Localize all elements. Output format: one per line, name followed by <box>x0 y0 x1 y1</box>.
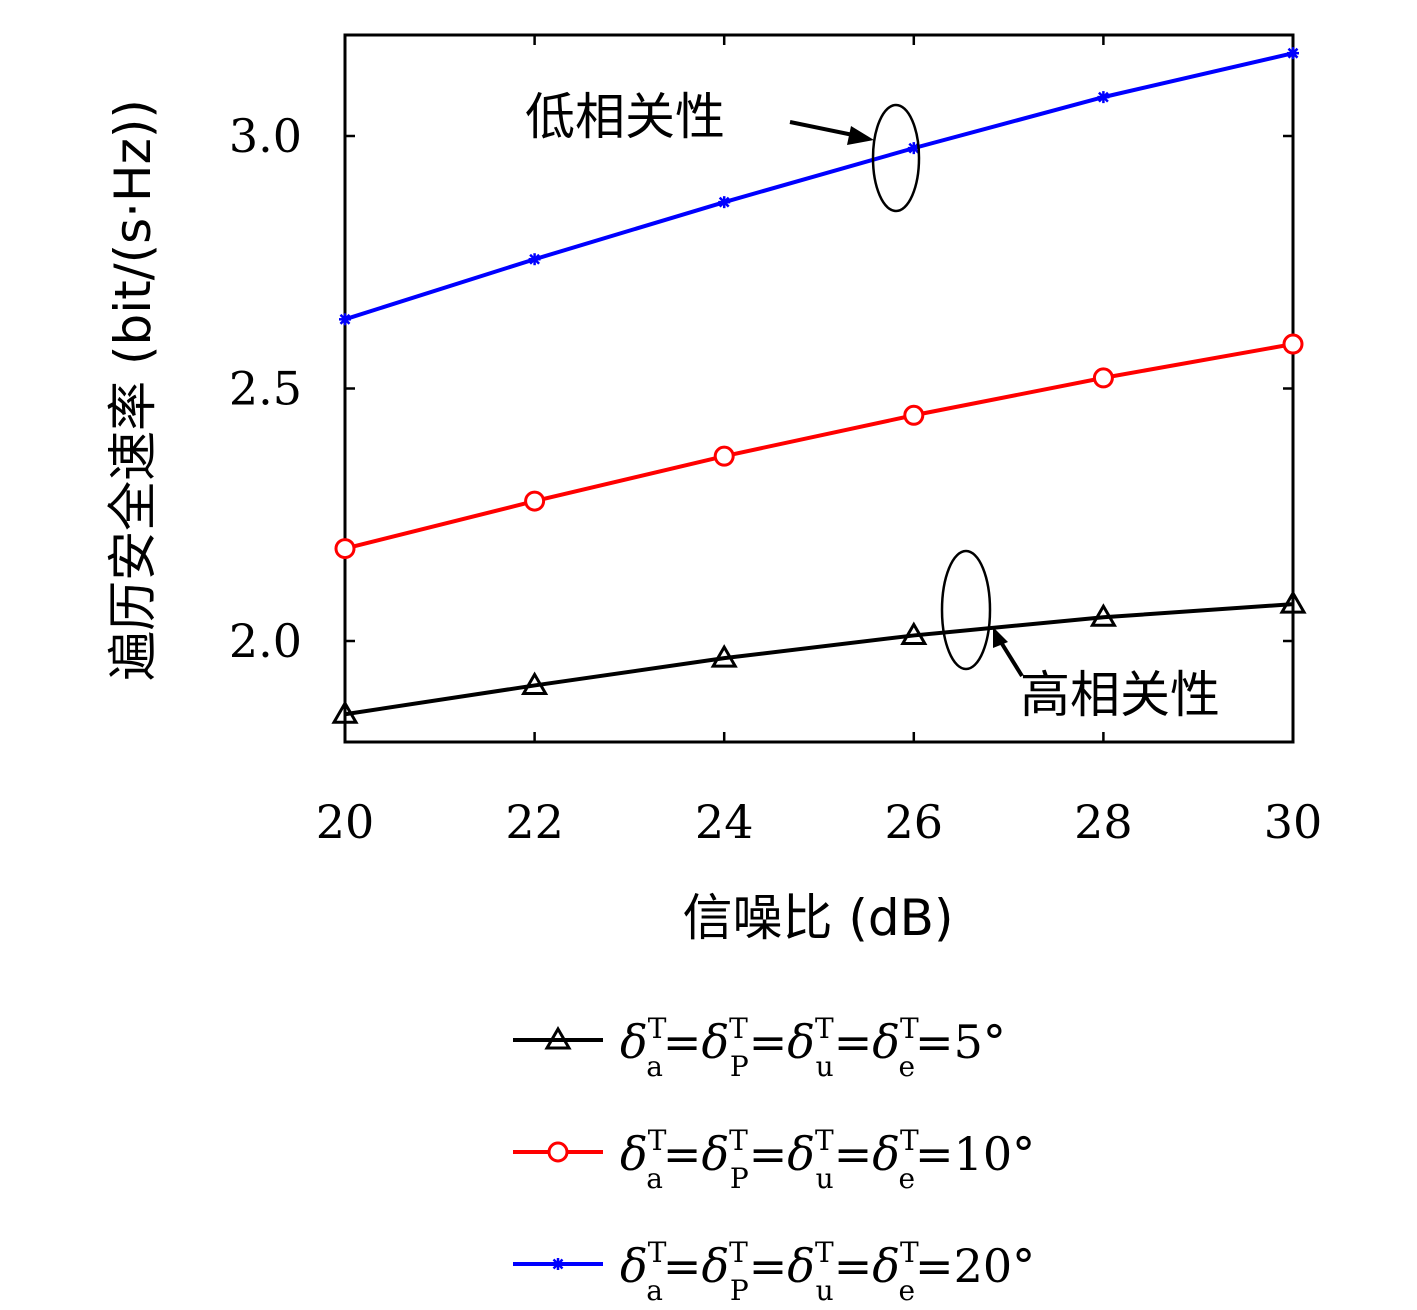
marker-asterisk <box>339 313 351 326</box>
legend-item-2: δT a=δT P=δT u=δT e=10° <box>513 1124 1035 1195</box>
marker-circle <box>713 445 735 467</box>
marker-triangle <box>544 1026 572 1050</box>
annotation-high-arrowhead <box>993 627 1008 648</box>
legend: δT a=δT P=δT u=δT e=5° δT a=δT P=δT u=δT e=10° δT a… <box>513 1012 1035 1307</box>
annotation-low-ellipse <box>871 103 921 213</box>
x-tick-label: 30 <box>1264 795 1323 849</box>
series-line <box>344 602 1294 717</box>
marker-circle <box>903 404 925 426</box>
y-tick-label: 2.0 <box>229 614 302 668</box>
marker-triangle <box>1089 603 1118 627</box>
annotation-high-ellipse <box>940 549 992 671</box>
marker-triangle <box>520 671 549 695</box>
annotation-low-label: 低相关性 <box>525 88 725 146</box>
y-axis-title: 遍历安全速率 (bit/(s·Hz)) <box>104 99 162 681</box>
marker-circle <box>1282 333 1304 355</box>
series-1 <box>331 590 1307 724</box>
y-tick-label: 3.0 <box>229 109 302 163</box>
annotation-high-correlation: 高相关性 <box>940 549 1220 724</box>
series-2 <box>334 333 1304 560</box>
marker-asterisk <box>528 253 541 266</box>
axis-ticks: 20 22 24 26 28 30 2.0 2.5 3.0 <box>229 35 1322 849</box>
asterisk-stroke <box>552 1258 564 1270</box>
x-tick-label: 28 <box>1074 795 1133 849</box>
series-line <box>344 342 1294 551</box>
asterisk-stroke <box>718 196 730 208</box>
legend-label: δT a=δT P=δT u=δT e=20° <box>620 1236 1035 1307</box>
asterisk-stroke <box>1287 47 1299 59</box>
annotation-low-arrow <box>789 120 859 138</box>
marker-triangle <box>1279 590 1307 614</box>
marker-asterisk <box>1287 47 1299 60</box>
annotation-low-arrowhead <box>847 126 874 145</box>
marker-triangle <box>710 644 738 668</box>
legend-item-1: δT a=δT P=δT u=δT e=5° <box>513 1012 1006 1083</box>
annotation-low-correlation: 低相关性 <box>525 88 921 213</box>
x-tick-label: 26 <box>885 795 944 849</box>
marker-circle <box>334 538 356 560</box>
x-tick-label: 20 <box>316 795 375 849</box>
annotation-high-label: 高相关性 <box>1020 666 1220 724</box>
series-line <box>344 51 1294 322</box>
marker-asterisk <box>718 196 731 209</box>
asterisk-stroke <box>529 253 540 265</box>
marker-asterisk <box>552 1258 564 1270</box>
legend-label: δT a=δT P=δT u=δT e=5° <box>620 1012 1006 1083</box>
legend-item-3: δT a=δT P=δT u=δT e=20° <box>513 1236 1035 1307</box>
marker-circle <box>1092 367 1114 389</box>
x-tick-label: 22 <box>505 795 564 849</box>
plot-frame <box>343 33 1295 744</box>
series-3 <box>339 47 1299 326</box>
x-tick-label: 24 <box>695 795 754 849</box>
y-tick-label: 2.5 <box>229 362 302 416</box>
marker-triangle <box>331 700 359 724</box>
marker-circle <box>547 1141 569 1163</box>
asterisk-stroke <box>1098 91 1109 103</box>
legend-label: δT a=δT P=δT u=δT e=10° <box>620 1124 1035 1195</box>
marker-asterisk <box>1097 91 1110 104</box>
marker-circle <box>524 490 546 512</box>
asterisk-stroke <box>339 313 351 325</box>
x-axis-title: 信噪比 (dB) <box>683 889 954 947</box>
marker-triangle <box>900 621 928 645</box>
asterisk-stroke <box>908 142 920 154</box>
series-layer <box>331 47 1307 724</box>
annotation-high-arrow <box>997 637 1024 678</box>
